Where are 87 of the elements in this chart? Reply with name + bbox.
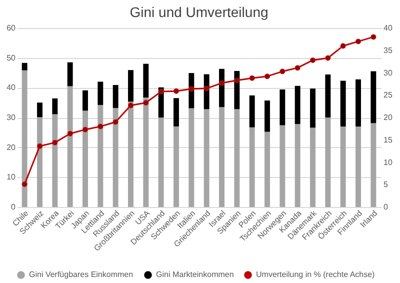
- y-tick-label: 40: [6, 83, 16, 92]
- y-tick-label: 10: [6, 172, 16, 182]
- bar: [98, 82, 104, 105]
- point: [112, 119, 118, 125]
- bar: [370, 71, 376, 124]
- bar: [67, 86, 73, 207]
- point: [325, 55, 331, 61]
- y2-tick-label: 20: [384, 113, 393, 122]
- point: [158, 88, 164, 94]
- bar: [356, 79, 361, 126]
- y2-tick-label: 15: [384, 135, 393, 144]
- bar: [22, 62, 28, 70]
- bar: [112, 108, 118, 207]
- point: [234, 78, 240, 84]
- point: [67, 130, 73, 136]
- point: [174, 88, 179, 94]
- bar: [82, 110, 88, 207]
- point: [264, 74, 270, 80]
- y-tick-label: 60: [6, 24, 16, 32]
- bar: [264, 100, 270, 132]
- y-tick-label: 0: [11, 202, 16, 212]
- point: [37, 143, 42, 149]
- bar: [82, 90, 88, 111]
- bar: [356, 126, 361, 207]
- bar: [325, 118, 331, 207]
- bar: [264, 132, 270, 207]
- bar: [174, 126, 179, 207]
- bar: [294, 86, 300, 124]
- bar: [143, 98, 149, 207]
- point: [249, 75, 255, 81]
- point: [22, 181, 28, 187]
- bar: [280, 125, 286, 207]
- bar: [219, 107, 224, 207]
- y2-tick-label: 25: [384, 90, 393, 100]
- bar: [128, 102, 134, 207]
- bar: [280, 89, 286, 126]
- legend-label: Gini Markteinkommen: [156, 270, 234, 279]
- y-tick-label: 50: [6, 53, 16, 62]
- chart-title: Gini und Umverteilung: [130, 4, 268, 20]
- point: [52, 140, 58, 146]
- bar: [174, 98, 179, 126]
- point: [310, 57, 316, 63]
- point: [188, 86, 194, 92]
- bar: [310, 88, 316, 128]
- point: [143, 100, 149, 106]
- point: [294, 65, 300, 71]
- bar: [370, 123, 376, 207]
- point: [219, 80, 224, 86]
- point: [280, 68, 286, 74]
- y2-tick-label: 40: [384, 24, 393, 32]
- bar: [112, 84, 118, 108]
- bar: [294, 124, 300, 207]
- y2-tick-label: 35: [384, 46, 393, 55]
- y2-tick-label: 0: [384, 202, 388, 212]
- bar: [325, 74, 331, 118]
- bar: [158, 118, 164, 207]
- bar: [310, 128, 316, 207]
- point: [98, 124, 104, 130]
- point: [340, 43, 346, 49]
- bar: [37, 102, 42, 118]
- bar: [22, 70, 28, 207]
- bar: [52, 98, 58, 114]
- y2-tick-label: 5: [384, 180, 388, 190]
- legend-label: Gini Verfügbares Einkommen: [29, 270, 134, 279]
- point: [128, 102, 134, 108]
- y-tick-label: 30: [6, 113, 16, 122]
- bar: [340, 126, 346, 207]
- bar: [52, 114, 58, 207]
- point: [204, 86, 210, 92]
- bar: [234, 109, 240, 207]
- point: [370, 34, 376, 40]
- bar: [249, 95, 255, 128]
- bar: [128, 70, 134, 102]
- point: [82, 126, 88, 132]
- y-tick-label: 20: [6, 142, 16, 152]
- bar: [98, 104, 104, 207]
- y2-tick-label: 30: [384, 68, 393, 78]
- bar: [188, 108, 194, 207]
- y2-tick-label: 10: [384, 158, 393, 167]
- bar: [340, 80, 346, 126]
- bar: [67, 62, 73, 86]
- bar: [249, 127, 255, 207]
- bar: [204, 109, 210, 207]
- bar: [37, 117, 42, 207]
- legend-label: Umverteilung in % (rechte Achse): [256, 270, 376, 279]
- point: [356, 38, 361, 44]
- bar: [143, 64, 149, 98]
